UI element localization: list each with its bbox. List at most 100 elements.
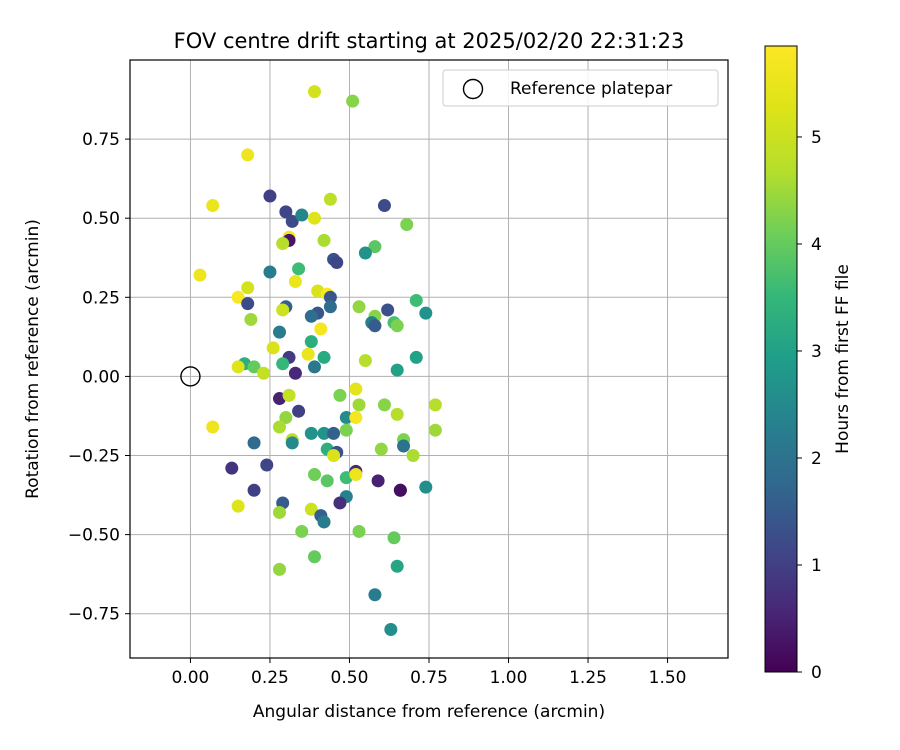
colorbar-tick-label: 2 xyxy=(811,449,822,469)
y-tick-label: −0.25 xyxy=(68,447,120,467)
y-tick-label: −0.50 xyxy=(68,526,120,546)
data-point xyxy=(292,404,306,418)
data-point xyxy=(288,274,302,288)
data-point xyxy=(273,505,286,519)
y-tick-label: −0.75 xyxy=(68,605,120,625)
data-point xyxy=(358,354,372,368)
data-point xyxy=(393,483,407,497)
data-point xyxy=(292,262,306,276)
data-point xyxy=(225,461,239,475)
legend-box xyxy=(442,69,719,107)
data-point xyxy=(428,398,442,412)
y-axis-ticks: −0.75 −0.50 −0.25 0.00 0.25 0.50 0.75 xyxy=(68,130,130,625)
data-point xyxy=(307,211,321,225)
data-point xyxy=(276,303,290,317)
data-point xyxy=(241,281,255,295)
data-point xyxy=(377,199,391,213)
data-point xyxy=(288,366,302,380)
data-point xyxy=(241,297,255,311)
data-point xyxy=(317,515,331,529)
grid-lines xyxy=(130,60,728,658)
data-point xyxy=(263,265,277,279)
data-point xyxy=(352,524,366,538)
data-point xyxy=(193,268,207,282)
data-point xyxy=(339,411,353,425)
colorbar-label: Hours from first FF file xyxy=(833,264,853,454)
data-point xyxy=(368,319,382,333)
data-point xyxy=(346,94,360,108)
data-point xyxy=(231,290,245,304)
data-point xyxy=(279,205,293,219)
legend-reference-marker xyxy=(462,78,484,100)
data-point xyxy=(273,562,286,576)
y-axis-label: Rotation from reference (arcmin) xyxy=(23,219,43,499)
reference-marker xyxy=(180,366,201,387)
data-point xyxy=(358,246,372,260)
data-point xyxy=(247,436,261,450)
data-points xyxy=(193,85,442,637)
data-point xyxy=(231,360,245,374)
data-point xyxy=(307,550,321,564)
chart-title: FOV centre drift starting at 2025/02/20 … xyxy=(174,29,685,53)
data-point xyxy=(285,436,299,450)
data-point xyxy=(304,502,318,516)
data-point xyxy=(419,306,433,320)
data-point xyxy=(368,240,382,254)
data-point xyxy=(390,319,404,333)
data-point xyxy=(231,499,245,513)
data-point xyxy=(409,350,423,364)
data-point xyxy=(304,335,318,349)
data-point xyxy=(349,382,363,396)
data-point xyxy=(314,322,328,336)
data-point xyxy=(244,312,258,326)
x-tick-label: 0.25 xyxy=(251,668,289,688)
data-point xyxy=(327,426,341,440)
data-point xyxy=(387,531,401,545)
data-point xyxy=(377,398,391,412)
data-point xyxy=(400,218,414,232)
data-point xyxy=(304,426,318,440)
colorbar-tick-label: 1 xyxy=(811,556,822,576)
data-point xyxy=(323,290,337,304)
colorbar-tick-label: 5 xyxy=(811,128,822,148)
data-point xyxy=(276,357,290,371)
data-point xyxy=(285,214,299,228)
legend-label: Reference platepar xyxy=(510,79,672,99)
data-point xyxy=(327,449,341,463)
data-point xyxy=(390,407,404,421)
data-point xyxy=(352,300,366,314)
data-point xyxy=(349,411,363,425)
x-tick-label: 0.00 xyxy=(172,668,210,688)
data-point xyxy=(333,388,347,402)
data-point xyxy=(307,85,321,99)
data-point xyxy=(273,325,286,339)
data-point xyxy=(295,208,309,222)
data-point xyxy=(282,388,296,402)
data-point xyxy=(333,496,347,510)
data-point xyxy=(381,303,395,317)
data-point xyxy=(390,559,404,573)
data-point xyxy=(330,255,344,269)
data-point xyxy=(323,192,337,206)
data-point xyxy=(307,360,321,374)
x-tick-label: 1.50 xyxy=(649,668,687,688)
data-point xyxy=(304,309,318,323)
data-point xyxy=(206,199,220,213)
data-point xyxy=(419,480,433,494)
data-point xyxy=(247,483,261,497)
colorbar-gradient xyxy=(764,45,798,673)
data-point xyxy=(241,148,255,162)
data-point xyxy=(317,426,331,440)
data-point xyxy=(257,366,271,380)
colorbar: 0 1 2 3 4 5 Hours from first FF file xyxy=(764,45,853,683)
data-point xyxy=(317,350,331,364)
data-point xyxy=(260,458,274,472)
data-point xyxy=(273,420,286,434)
data-point xyxy=(279,411,293,425)
x-tick-label: 1.25 xyxy=(569,668,607,688)
colorbar-ticks: 0 1 2 3 4 5 xyxy=(797,128,822,683)
colorbar-tick-label: 0 xyxy=(811,663,822,683)
data-point xyxy=(349,467,363,481)
data-point xyxy=(323,300,337,314)
